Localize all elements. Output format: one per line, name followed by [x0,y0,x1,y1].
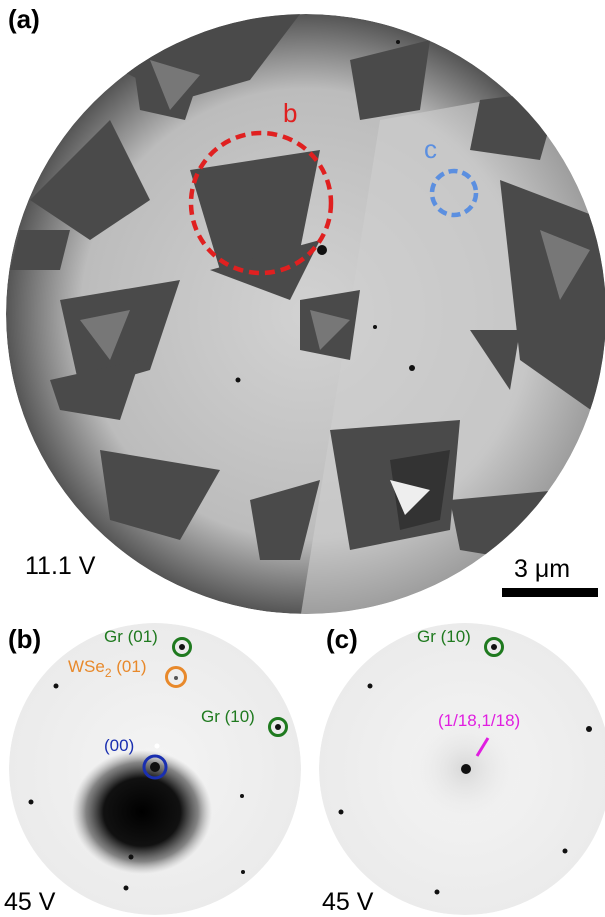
roi-b-label: b [283,98,297,128]
wse2-01-label: WSe2 (01) [68,657,147,680]
scale-bar [502,588,598,597]
roi-c-circle [429,168,479,218]
superlattice-pointer [475,737,490,757]
gr10-marker [268,717,288,737]
gr01-label: Gr (01) [104,627,158,646]
panel-a-label: (a) [8,4,40,34]
leem-image [6,14,605,614]
panel-c-label: (c) [326,624,358,654]
superlattice-label: (1/18,1/18) [438,711,520,730]
diffraction-spots-b [28,644,281,891]
panel-b-voltage: 45 V [4,888,56,916]
gr10-marker-c [484,637,504,657]
specular-blob [72,750,212,874]
diffraction-spots-c [338,644,592,895]
panel-a-micrograph: b c (a) 11.1 V 3 μm [6,4,605,614]
particles [235,40,415,383]
gr10-label-b: Gr (10) [201,707,255,726]
spot-00-marker [142,754,168,780]
wse2-01-marker [165,666,187,688]
panel-b-leed: Gr (01) WSe2 (01) Gr (10) (00) (b) 45 V [4,623,301,916]
leed-pattern-c [319,623,605,915]
spot-00-label: (00) [104,736,134,755]
scale-bar-label: 3 μm [514,555,570,583]
roi-c-label: c [424,134,437,164]
panel-c-voltage: 45 V [322,888,374,916]
panel-c-leed: Gr (10) (1/18,1/18) (c) 45 V [319,623,605,916]
panel-a-voltage: 11.1 V [25,552,96,580]
roi-b-circle [188,130,334,276]
gr01-marker [172,637,192,657]
flake-inner-triangles [80,60,590,515]
leed-pattern-b [9,623,301,915]
gr10-label-c: Gr (10) [417,627,471,646]
panel-b-label: (b) [8,624,41,654]
